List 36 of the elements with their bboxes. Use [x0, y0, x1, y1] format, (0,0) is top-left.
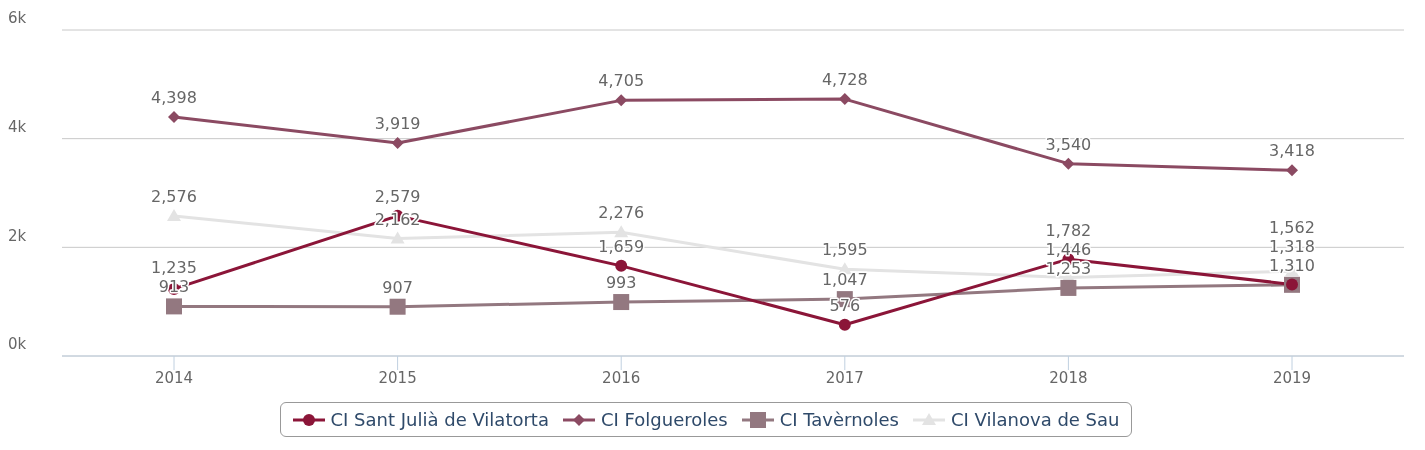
data-label: 1,235 — [151, 258, 197, 278]
y-tick-label: 4k — [8, 117, 27, 136]
legend-label: CI Sant Julià de Vilatorta — [329, 409, 549, 430]
data-label: 4,398 — [151, 88, 197, 108]
legend-label: CI Tavèrnoles — [778, 409, 900, 430]
data-label: 1,318 — [1269, 236, 1315, 256]
x-tick-label: 2019 — [1272, 368, 1312, 387]
data-label: 4,705 — [598, 71, 645, 91]
x-tick-label: 2015 — [378, 368, 417, 387]
x-tick-label: 2018 — [1049, 368, 1088, 387]
x-tick-label: 2016 — [602, 368, 641, 387]
data-label: 1,659 — [598, 236, 645, 256]
data-label: 1,782 — [1045, 220, 1092, 240]
x-tick-label: 2014 — [154, 368, 194, 387]
data-label: 576 — [829, 295, 861, 315]
data-label: 2,576 — [151, 187, 197, 207]
data-label: 993 — [605, 273, 637, 293]
x-tick-label: 2017 — [825, 368, 864, 387]
y-tick-label: 2k — [8, 226, 27, 245]
data-label: 1,562 — [1269, 217, 1315, 237]
data-label: 1,446 — [1045, 239, 1092, 259]
legend-label: CI Folgueroles — [599, 409, 728, 430]
data-label: 907 — [382, 277, 413, 297]
legend-label: CI Vilanova de Sau — [950, 409, 1120, 430]
data-label: 1,595 — [821, 240, 868, 260]
data-label: 3,919 — [374, 114, 421, 134]
y-tick-label: 6k — [8, 9, 27, 28]
data-label: 1,047 — [821, 270, 868, 290]
data-label: 1,310 — [1269, 255, 1315, 275]
data-label: 3,418 — [1269, 141, 1315, 161]
data-label: 1,253 — [1045, 258, 1092, 278]
y-tick-label: 0k — [8, 335, 27, 354]
data-label: 4,728 — [821, 70, 868, 90]
data-label: 2,276 — [598, 203, 645, 223]
data-label: 2,579 — [374, 186, 421, 206]
data-label: 3,540 — [1045, 134, 1092, 154]
